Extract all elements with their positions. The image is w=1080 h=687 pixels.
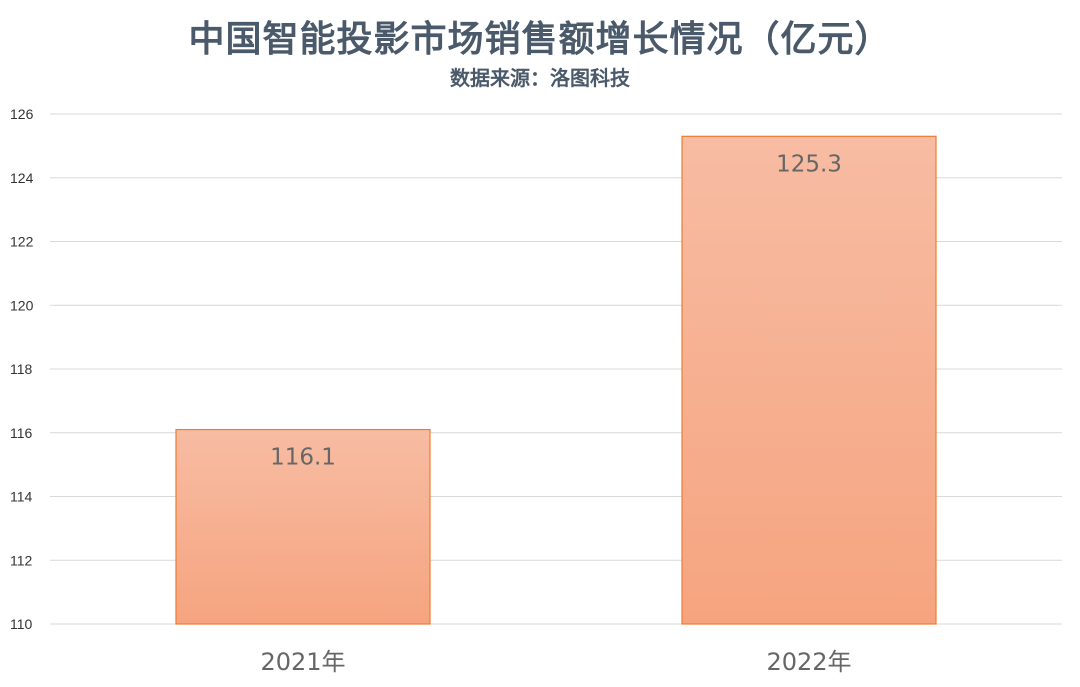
y-tick-label: 112 <box>10 552 33 568</box>
x-category-label: 2022年 <box>766 648 851 676</box>
data-label: 125.3 <box>776 151 842 177</box>
x-axis-categories: 2021年 2022年 <box>260 648 851 676</box>
bar <box>681 135 937 625</box>
y-axis-ticks: 110 112 114 116 118 120 122 124 126 <box>10 106 34 632</box>
y-tick-label: 116 <box>10 425 33 441</box>
y-tick-label: 110 <box>10 616 33 632</box>
bar <box>175 428 431 625</box>
y-tick-label: 114 <box>10 489 33 505</box>
data-labels: 116.1 125.3 <box>270 151 842 470</box>
y-tick-label: 124 <box>10 170 34 186</box>
x-category-label: 2021年 <box>260 648 345 676</box>
chart-subtitle: 数据来源：洛图科技 <box>450 66 630 90</box>
bars <box>175 135 937 625</box>
y-tick-label: 120 <box>10 297 34 313</box>
data-label: 116.1 <box>270 445 336 471</box>
y-tick-label: 118 <box>10 361 33 377</box>
chart-title: 中国智能投影市场销售额增长情况（亿元） <box>188 19 892 60</box>
y-tick-label: 122 <box>10 234 34 250</box>
y-tick-label: 126 <box>10 106 34 122</box>
